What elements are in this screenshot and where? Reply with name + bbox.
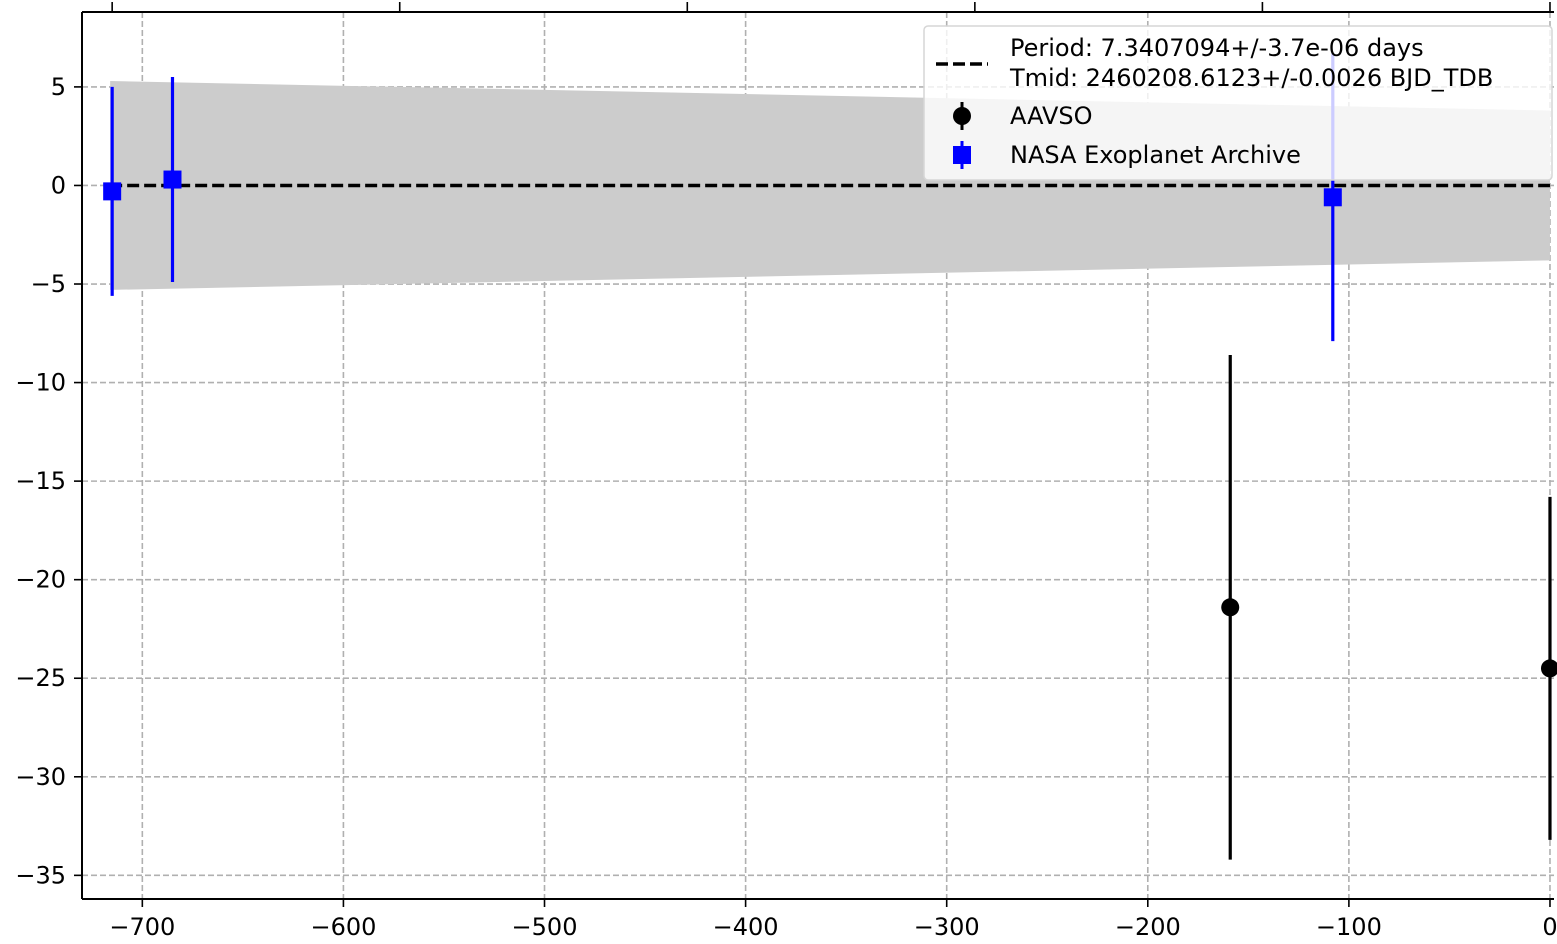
x-tick-label: −700 (109, 913, 175, 941)
legend-fit-label-tmid: Tmid: 2460208.6123+/-0.0026 BJD_TDB (1009, 64, 1493, 92)
y-tick-label: −10 (15, 369, 66, 397)
legend-aavso-marker (953, 107, 971, 125)
y-tick-label: 5 (51, 73, 66, 101)
data-point-nasa (103, 182, 122, 201)
data-point-aavso (1221, 598, 1240, 617)
y-tick-label: −30 (15, 763, 66, 791)
x-tick-label: −100 (1316, 913, 1382, 941)
x-tick-label: 0 (1542, 913, 1557, 941)
y-tick-label: −25 (15, 664, 66, 692)
legend-fit-label-period: Period: 7.3407094+/-3.7e-06 days (1010, 34, 1424, 62)
y-tick-label: −5 (31, 270, 66, 298)
x-tick-label: −600 (310, 913, 376, 941)
legend-series-label: NASA Exoplanet Archive (1010, 141, 1301, 169)
y-tick-label: 0 (51, 171, 66, 199)
x-tick-label: −500 (512, 913, 578, 941)
y-tick-label: −15 (15, 467, 66, 495)
legend-box (923, 25, 1553, 181)
legend-nasa-marker (953, 146, 971, 164)
legend-series-label: AAVSO (1010, 102, 1093, 130)
data-point-nasa (1323, 188, 1342, 207)
x-tick-label: −400 (713, 913, 779, 941)
x-tick-label: −200 (1115, 913, 1181, 941)
y-tick-label: −35 (15, 861, 66, 889)
x-tick-label: −300 (914, 913, 980, 941)
y-tick-label: −20 (15, 566, 66, 594)
data-point-aavso (1540, 659, 1557, 678)
data-point-nasa (163, 170, 182, 189)
axes: −700 −600 −500 −400 −300 −200 −100 0 5 0 −5 −10 −15 −… (15, 2, 1557, 941)
